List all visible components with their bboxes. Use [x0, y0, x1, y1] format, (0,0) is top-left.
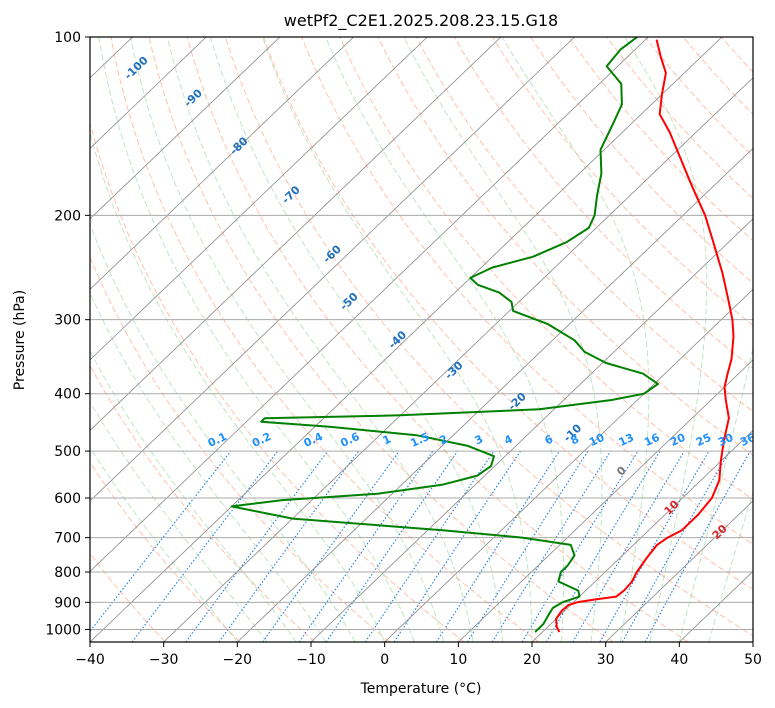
dry-adiabat-line: [90, 364, 316, 642]
mixing-ratio-label: 10: [587, 431, 607, 449]
x-tick-label: 10: [449, 652, 467, 668]
dry-adiabat-line: [90, 121, 465, 642]
mixing-ratio-line: [325, 450, 459, 642]
dry-adiabat-line: [263, 37, 753, 591]
dry-adiabat-line: [90, 552, 166, 642]
axis-layer: −40 −30 −20 −10 0 10 20 30 40 50 100 200 300 400 500 60…: [45, 30, 762, 668]
y-tick-label: 900: [54, 595, 81, 611]
mixing-ratio-line: [621, 450, 730, 642]
mixing-ratio-line: [521, 450, 639, 642]
moist-adiabat-line: [262, 37, 533, 642]
mixing-ratio-label: 25: [694, 431, 713, 449]
mixing-ratio-line: [298, 450, 434, 642]
mixing-ratio-line: [90, 450, 232, 633]
x-axis-title: Temperature (°C): [360, 681, 482, 697]
isotherm-line: [90, 37, 354, 290]
dry-adiabat-line: [339, 37, 753, 500]
moist-adiabat-line: [90, 131, 386, 642]
moist-adiabat-line: [624, 37, 708, 642]
series-layer: [230, 37, 735, 633]
x-tick-label: −20: [223, 652, 253, 668]
y-tick-label: 100: [54, 30, 81, 46]
x-tick-label: 0: [380, 652, 389, 668]
moist-adiabat-line: [403, 37, 603, 642]
isotherm-line: [310, 218, 753, 642]
grid-layer: [0, 37, 775, 642]
temperature-profile-line: [555, 39, 735, 633]
isotherm-line: [90, 37, 428, 361]
isotherm-line: [163, 77, 753, 642]
mixing-ratio-line: [218, 450, 360, 642]
isotherm-line: [458, 359, 753, 642]
mixing-ratio-label: 20: [668, 431, 688, 449]
isotherm-line: [90, 37, 502, 431]
dry-adiabat-line: [110, 37, 540, 642]
y-tick-label: 700: [54, 531, 81, 547]
mixing-ratio-line: [185, 450, 329, 642]
dry-adiabat-line: [453, 37, 753, 369]
dry-adiabat-line: [415, 37, 753, 413]
dewpoint-profile-line: [230, 37, 659, 633]
mixing-ratio-label: 13: [617, 431, 636, 449]
mixing-ratio-label: 16: [642, 431, 662, 449]
isotherm-line: [90, 37, 281, 220]
x-tick-label: 50: [744, 652, 762, 668]
plot-background: [90, 37, 753, 642]
mixing-ratio-label: 30: [716, 431, 736, 449]
isotherm-line: [384, 288, 753, 642]
x-tick-label: 40: [670, 652, 688, 668]
x-tick-label: −10: [296, 652, 326, 668]
dry-adiabat-line: [301, 37, 753, 545]
x-tick-label: −30: [149, 652, 179, 668]
moist-adiabat-line: [90, 222, 356, 642]
isotherm-line: [90, 37, 575, 502]
isotherm-line: [531, 429, 753, 642]
moist-adiabat-line: [166, 37, 474, 642]
mixing-ratio-line: [364, 450, 495, 642]
mixing-ratio-line: [262, 450, 400, 642]
y-axis-title: Pressure (hPa): [12, 290, 28, 390]
y-tick-label: 600: [54, 491, 81, 507]
isotherm-line: [237, 147, 753, 642]
isotherm-line: [90, 37, 207, 149]
y-tick-label: 300: [54, 313, 81, 329]
x-tick-label: 20: [523, 652, 541, 668]
isotherm-line: [605, 500, 753, 642]
isotherm-line: [90, 37, 649, 573]
moist-adiabat-line: [325, 37, 565, 642]
isotherm-line: [0, 37, 59, 642]
mixing-ratio-line: [545, 450, 661, 642]
moist-adiabat-line: [501, 37, 650, 642]
plot-frame: [89, 36, 754, 643]
x-tick-label: 30: [597, 652, 615, 668]
mixing-ratio-line: [467, 450, 589, 642]
dry-adiabat-line: [760, 37, 775, 642]
dry-adiabat-label: 30: [754, 550, 774, 570]
dry-adiabat-line: [90, 461, 241, 642]
isotherm-line: [752, 641, 753, 642]
y-tick-label: 1000: [45, 622, 81, 638]
y-tick-label: 800: [54, 565, 81, 581]
y-tick-label: 200: [54, 208, 81, 224]
mixing-ratio-line: [435, 450, 560, 642]
isotherm-line: [90, 37, 723, 642]
x-tick-label: −40: [75, 652, 105, 668]
moist-adiabat-line: [90, 446, 238, 642]
moist-adiabat-line: [130, 37, 445, 642]
mixing-ratio-label: 36: [738, 431, 758, 449]
dry-adiabat-line: [90, 255, 390, 642]
dry-adiabat-line: [492, 37, 753, 327]
dry-adiabat-line: [186, 37, 689, 642]
moist-adiabat-line: [98, 37, 415, 642]
moist-adiabat-line: [210, 37, 503, 642]
chart-title: wetPf2_C2E1.2025.208.23.15.G18: [284, 11, 558, 31]
y-tick-label: 400: [54, 387, 81, 403]
y-tick-label: 500: [54, 444, 81, 460]
moist-adiabat-line: [90, 292, 327, 642]
